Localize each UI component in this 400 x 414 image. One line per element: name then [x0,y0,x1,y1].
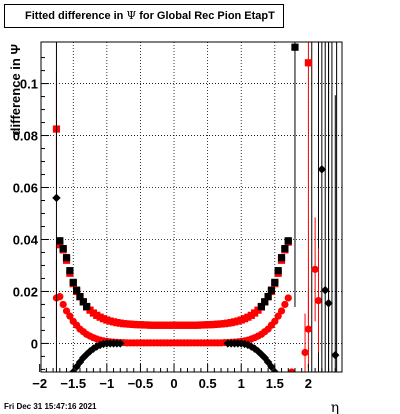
x-axis-label: η [331,400,339,414]
x-tick-label: −1 [99,376,114,391]
data-point-square [83,302,91,311]
data-point-diamond [52,193,61,203]
y-tick-label: 0.02 [13,284,38,299]
x-tick-label: 1.5 [266,376,284,391]
data-point-circle [62,307,71,315]
chart-title-symbol: Ψ [126,9,137,22]
data-point-circle [288,368,296,372]
data-point-square [281,244,289,253]
footer-timestamp: Fri Dec 31 15:47:16 2021 [4,402,97,411]
data-point-square [59,244,67,253]
data-point-circle [284,294,292,302]
data-point-circle [277,307,286,315]
plot-frame [40,41,343,373]
data-point-square [56,241,64,249]
data-point-square [274,267,282,275]
data-point-circle [301,348,309,357]
y-tick-label: 0.06 [13,181,38,196]
x-tick-label: −2 [32,376,47,391]
data-point-square [271,278,279,286]
data-point-square [264,293,272,301]
data-point-circle [59,300,67,309]
data-point-circle [56,293,64,301]
data-point-diamond [317,165,327,174]
data-point-square [304,59,313,67]
data-point-square [284,237,292,245]
data-point-circle [314,296,323,305]
data-point-diamond [324,298,333,308]
data-point-square [261,298,269,306]
y-axis-label: difference in Ψ [8,44,23,135]
data-point-square [257,302,265,311]
x-tick-label: 0.5 [199,376,217,391]
data-point-diamond [247,342,256,351]
chart-title: Fitted difference in Ψ for Global Rec Pi… [4,4,284,28]
x-tick-label: 0 [170,376,177,391]
data-point-square [69,278,77,286]
y-tick-label: 0.1 [20,77,38,92]
data-point-square [66,267,74,275]
data-point-square [62,254,71,262]
data-point-diamond [243,340,253,350]
y-tick-label: 0 [31,336,38,351]
data-point-square [291,43,299,51]
data-point-circle [304,325,313,333]
chart-title-prefix: Fitted difference in [25,10,124,22]
data-point-circle [66,312,74,320]
data-point-circle [281,300,289,309]
data-point-square [267,286,276,294]
data-point-diamond [321,285,330,295]
data-point-diamond [116,339,125,348]
data-point-square [73,286,81,294]
x-tick-label: 1 [238,376,245,391]
y-tick-label: 0.04 [13,232,39,247]
data-point-square [79,298,87,306]
data-point-circle [271,317,279,325]
y-tick-label: 0.08 [13,129,38,144]
x-tick-label: −0.5 [128,376,154,391]
x-tick-label: 2 [305,376,312,391]
data-point-diamond [267,362,276,372]
data-point-circle [274,312,282,320]
data-point-circle [311,265,319,273]
data-point-diamond [331,350,340,360]
chart-title-suffix: for Global Rec Pion EtapT [139,10,275,22]
x-tick-label: −1.5 [60,376,86,391]
data-point-square [56,237,64,245]
data-point-square [277,254,286,262]
data-point-square [76,293,84,301]
